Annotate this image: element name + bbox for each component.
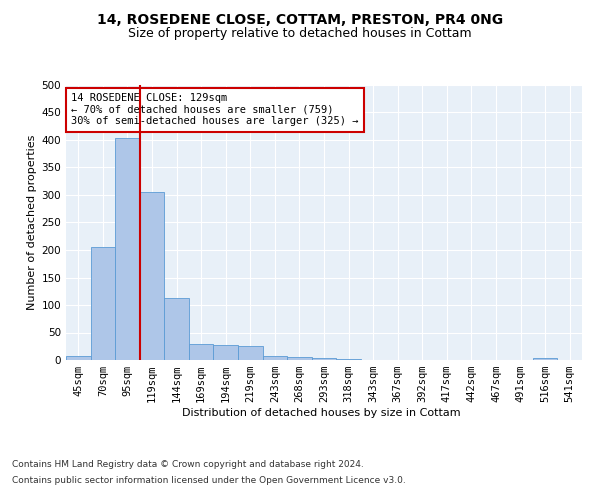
Text: Distribution of detached houses by size in Cottam: Distribution of detached houses by size … <box>182 408 460 418</box>
Bar <box>287 356 312 360</box>
Text: Size of property relative to detached houses in Cottam: Size of property relative to detached ho… <box>128 28 472 40</box>
Bar <box>533 358 557 360</box>
Bar <box>312 358 336 360</box>
Bar <box>189 344 214 360</box>
Text: 14 ROSEDENE CLOSE: 129sqm
← 70% of detached houses are smaller (759)
30% of semi: 14 ROSEDENE CLOSE: 129sqm ← 70% of detac… <box>71 93 359 126</box>
Bar <box>238 346 263 360</box>
Y-axis label: Number of detached properties: Number of detached properties <box>27 135 37 310</box>
Text: 14, ROSEDENE CLOSE, COTTAM, PRESTON, PR4 0NG: 14, ROSEDENE CLOSE, COTTAM, PRESTON, PR4… <box>97 12 503 26</box>
Bar <box>140 192 164 360</box>
Bar <box>91 247 115 360</box>
Bar <box>115 138 140 360</box>
Text: Contains HM Land Registry data © Crown copyright and database right 2024.: Contains HM Land Registry data © Crown c… <box>12 460 364 469</box>
Bar <box>66 356 91 360</box>
Bar <box>164 298 189 360</box>
Text: Contains public sector information licensed under the Open Government Licence v3: Contains public sector information licen… <box>12 476 406 485</box>
Bar <box>214 344 238 360</box>
Bar <box>263 356 287 360</box>
